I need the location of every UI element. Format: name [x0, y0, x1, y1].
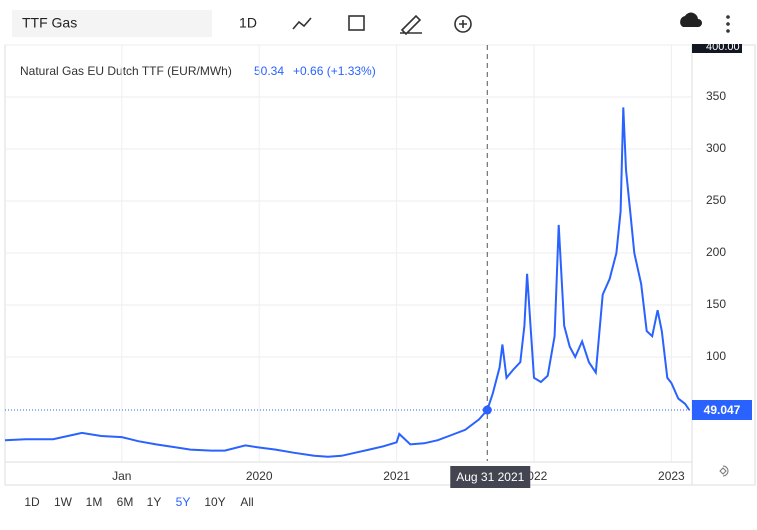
menu-icon[interactable]: [726, 15, 730, 33]
range-button[interactable]: 1W: [54, 495, 73, 509]
legend-title: Natural Gas EU Dutch TTF (EUR/MWh): [20, 64, 232, 78]
x-tick-label: 2020: [246, 469, 273, 483]
legend-price: 50.34: [254, 64, 284, 78]
range-button[interactable]: 5Y: [176, 495, 191, 509]
y-tick-label: 250: [706, 193, 726, 207]
last-price-tag: [692, 399, 752, 420]
legend-change: +0.66 (+1.33%): [293, 64, 376, 78]
add-icon[interactable]: [454, 15, 472, 33]
range-button[interactable]: 10Y: [204, 495, 225, 509]
price-line: [4, 107, 691, 458]
y-tick-label: 200: [706, 245, 726, 259]
crosshair-dot: [482, 405, 492, 415]
range-button[interactable]: All: [240, 495, 253, 509]
chart-style-icon[interactable]: [292, 17, 312, 30]
range-button[interactable]: 1Y: [147, 495, 162, 509]
settings-icon[interactable]: [719, 465, 729, 477]
last-price-label: 49.047: [704, 403, 741, 417]
download-icon[interactable]: [680, 12, 702, 27]
range-button[interactable]: 1M: [86, 495, 103, 509]
y-tick-label: 350: [706, 89, 726, 103]
add-icon-plus: [459, 20, 467, 28]
range-button[interactable]: 6M: [117, 495, 134, 509]
x-tick-label: 2021: [383, 469, 410, 483]
crosshair-label: Aug 31 2021: [456, 470, 524, 484]
calendar-icon[interactable]: [348, 15, 365, 31]
y-tick-label: 400.00: [706, 41, 740, 53]
interval[interactable]: 1D: [239, 15, 257, 31]
range-button[interactable]: 1D: [24, 495, 40, 509]
draw-icon[interactable]: [400, 14, 422, 36]
y-tick-label: 100: [706, 349, 726, 363]
price-tag: [692, 44, 742, 53]
x-tick-label: Jan: [112, 469, 131, 483]
range-buttons: 1D 1W 1M 6M 1Y 5Y 10Y All: [24, 495, 253, 509]
search-box[interactable]: [12, 10, 212, 37]
symbol: TTF Gas: [22, 15, 77, 31]
y-tick-label: 150: [706, 297, 726, 311]
x-tick-label: 2023: [658, 469, 685, 483]
y-tick-label: 300: [706, 141, 726, 155]
crosshair-tag: [450, 466, 531, 488]
